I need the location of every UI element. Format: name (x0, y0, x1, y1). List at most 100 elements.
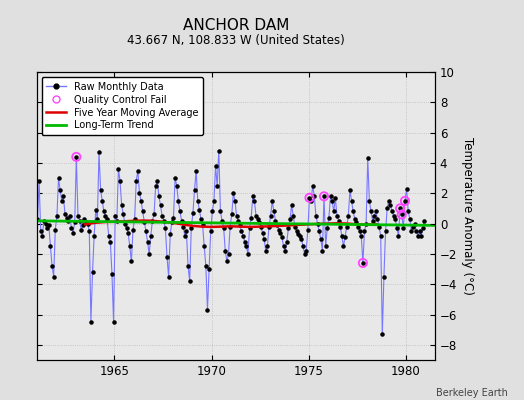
Point (223, 258, 231, 265)
Point (203, 307, 212, 313)
Point (72, 154, 81, 160)
Point (276, 230, 285, 236)
Point (41, 220, 50, 227)
Point (111, 213, 119, 219)
Text: ANCHOR DAM: ANCHOR DAM (182, 18, 289, 33)
Point (377, 232, 385, 239)
Point (218, 217, 226, 224)
Point (110, 319, 118, 325)
Point (200, 243, 209, 250)
Point (72, 154, 81, 160)
Point (168, 219, 176, 225)
Point (197, 216, 205, 222)
Point (224, 251, 233, 257)
Point (307, 198, 315, 204)
Point (265, 224, 273, 230)
Point (359, 260, 367, 266)
Point (286, 216, 294, 222)
Point (215, 148, 223, 154)
Point (100, 208, 108, 215)
Point (137, 198, 145, 204)
Point (247, 214, 255, 221)
Point (416, 228, 424, 234)
Point (53, 213, 61, 219)
Point (89, 269, 97, 275)
Point (165, 274, 173, 280)
Point (303, 226, 312, 233)
Point (244, 251, 252, 257)
Point (310, 193, 319, 200)
Point (300, 251, 309, 257)
Point (396, 205, 405, 212)
Point (90, 232, 99, 239)
Point (263, 243, 271, 250)
Point (145, 251, 154, 257)
Point (79, 222, 87, 228)
Point (383, 205, 391, 212)
Point (71, 219, 79, 225)
Point (80, 216, 89, 222)
Point (59, 193, 68, 200)
Point (92, 207, 100, 213)
Point (349, 208, 357, 215)
Point (48, 263, 56, 269)
Point (401, 198, 409, 204)
Point (321, 243, 330, 250)
Point (333, 213, 341, 219)
Point (364, 155, 372, 162)
Point (284, 225, 292, 231)
Point (242, 243, 250, 250)
Point (370, 213, 378, 219)
Point (398, 211, 406, 218)
Point (279, 243, 288, 250)
Point (117, 202, 126, 208)
Point (182, 228, 191, 234)
Point (326, 193, 335, 200)
Point (375, 224, 383, 230)
Point (297, 236, 305, 242)
Point (351, 216, 359, 222)
Point (271, 217, 280, 224)
Point (171, 175, 179, 181)
Point (266, 213, 275, 219)
Point (410, 220, 419, 227)
Point (299, 243, 307, 250)
Point (166, 231, 174, 237)
Point (216, 208, 225, 215)
Point (101, 213, 110, 219)
Point (148, 217, 157, 224)
Point (210, 198, 218, 204)
Point (108, 270, 116, 277)
Point (270, 208, 278, 215)
Point (380, 274, 388, 280)
Point (231, 198, 239, 204)
Point (357, 232, 365, 239)
Point (302, 248, 310, 254)
Point (361, 228, 369, 234)
Point (368, 217, 377, 224)
Point (213, 182, 221, 189)
Point (179, 224, 188, 230)
Point (318, 248, 326, 254)
Point (412, 228, 420, 234)
Point (313, 220, 322, 227)
Point (406, 216, 414, 222)
Point (385, 198, 393, 204)
Point (334, 217, 343, 224)
Point (172, 182, 181, 189)
Point (241, 238, 249, 245)
Point (83, 220, 92, 227)
Point (261, 248, 270, 254)
Point (121, 220, 129, 227)
Point (320, 193, 328, 200)
Point (336, 224, 344, 230)
Point (46, 243, 54, 250)
Point (34, 216, 42, 222)
Point (56, 187, 64, 194)
Point (347, 198, 356, 204)
Point (257, 224, 265, 230)
Point (220, 225, 228, 231)
Point (130, 216, 139, 222)
Point (163, 254, 171, 260)
Point (414, 232, 422, 239)
